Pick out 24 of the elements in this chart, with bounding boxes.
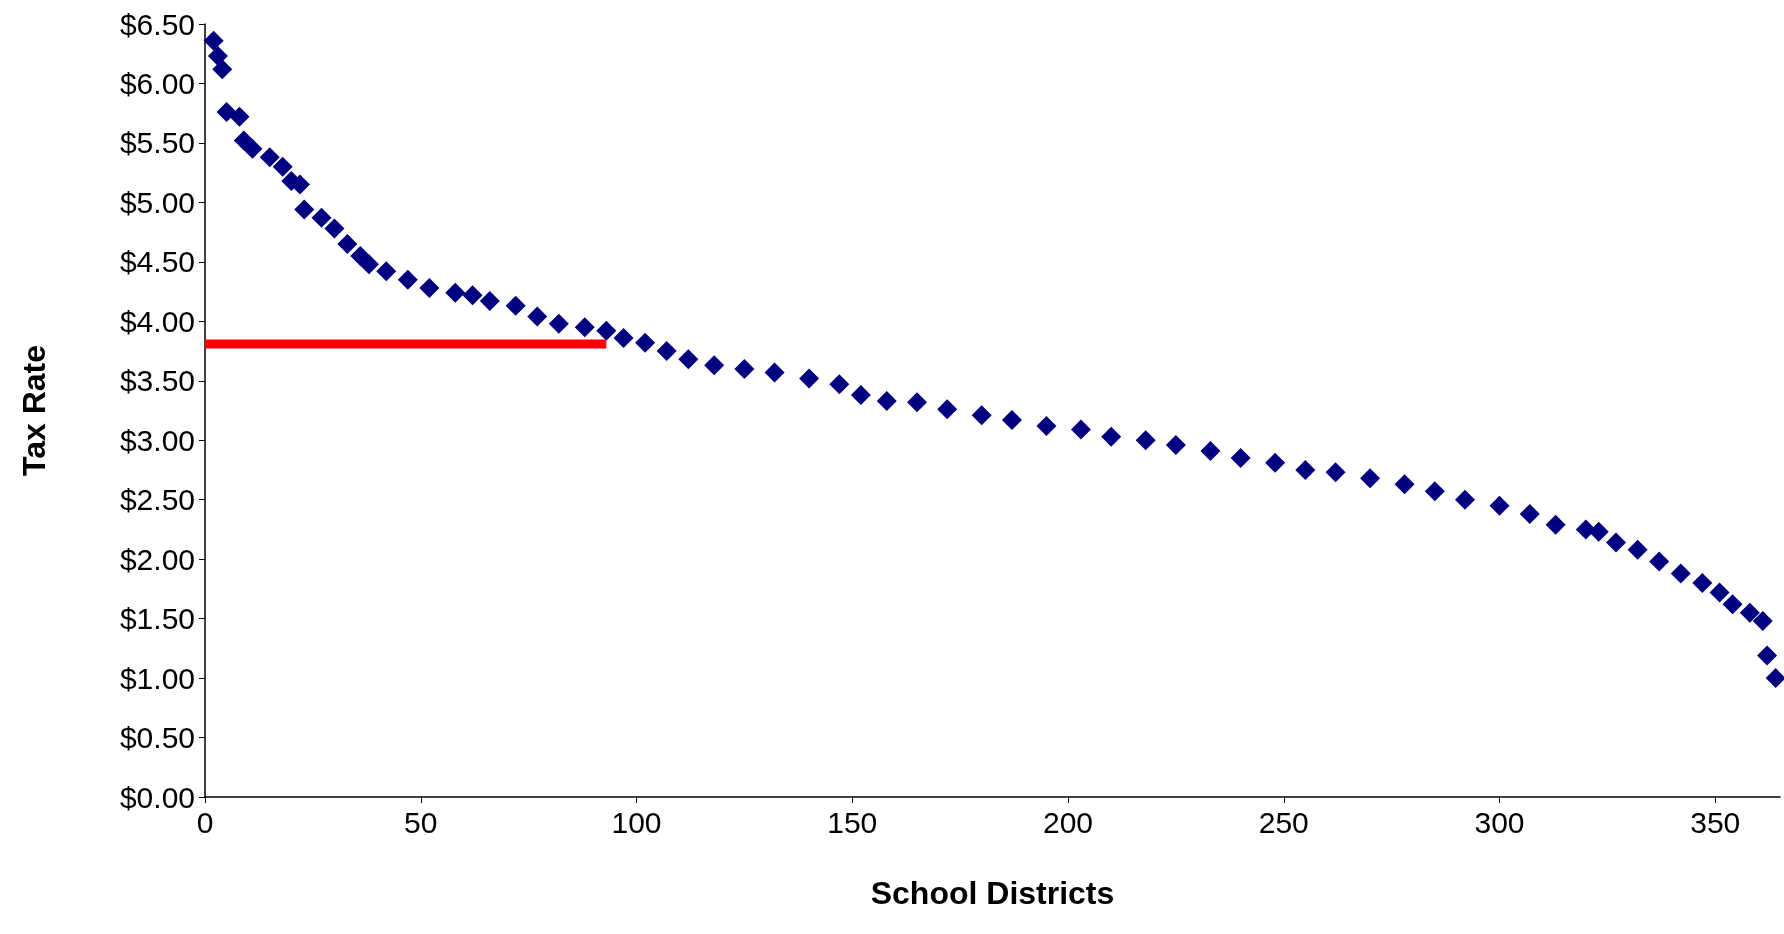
y-tick-label: $4.00 [119,304,195,338]
y-tick-label: $3.00 [119,423,195,457]
x-tick-label: 150 [827,805,878,839]
y-tick-label: $6.50 [119,7,195,41]
y-tick-label: $1.00 [119,661,195,695]
y-tick-label: $6.00 [119,66,195,100]
y-tick-label: $5.50 [119,126,195,160]
x-tick-label: 300 [1474,805,1525,839]
y-tick-label: $4.50 [119,245,195,279]
x-tick-label: 0 [196,805,214,839]
y-tick-label: $3.50 [119,364,195,398]
y-tick-label: $5.00 [119,185,195,219]
y-tick-label: $2.00 [119,542,195,576]
y-tick-label: $1.50 [119,602,195,636]
x-tick-label: 200 [1042,805,1094,839]
y-axis-title: Tax Rate [16,344,52,477]
x-tick-label: 250 [1258,805,1309,839]
x-tick-label: 350 [1690,805,1741,839]
y-tick-label: $2.50 [119,483,195,517]
x-tick-label: 100 [611,805,662,839]
y-tick-label: $0.00 [119,780,195,814]
x-tick-label: 50 [404,805,438,839]
x-axis-title: School Districts [870,875,1115,911]
y-tick-label: $0.50 [119,721,195,755]
